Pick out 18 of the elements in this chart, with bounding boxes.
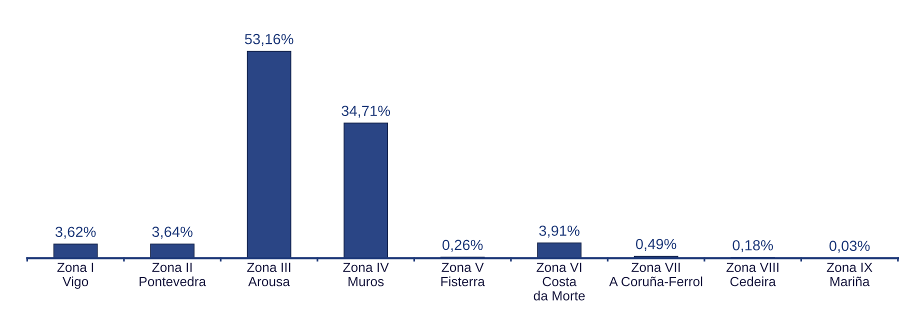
data-label: 0,03% (829, 240, 870, 253)
x-tick-label: Zona VII A Coruña-Ferrol (609, 262, 702, 286)
x-tick-label: Zona III Arousa (247, 262, 290, 286)
x-tick-label: Zona II Pontevedra (140, 262, 206, 286)
data-label: 0,26% (442, 240, 483, 252)
x-tick-label: Zona VIII Cedeira (726, 262, 778, 286)
data-label: 3,62% (55, 226, 96, 239)
data-label: 3,91% (539, 226, 580, 238)
data-label: 0,49% (636, 238, 676, 251)
data-label: 3,64% (152, 226, 192, 239)
data-label: 0,18% (732, 240, 773, 252)
x-tick-label: Zona VI Costa da Morte (534, 262, 585, 300)
x-tick-label: Zona V Fisterra (441, 262, 485, 286)
x-tick-label: Zona I Vigo (57, 262, 94, 289)
data-label: 53,16% (244, 34, 294, 46)
data-label: 34,71% (342, 106, 390, 118)
x-tick-label: Zona IV Muros (343, 262, 389, 286)
x-tick-label: Zona IX Mariña (826, 262, 872, 286)
